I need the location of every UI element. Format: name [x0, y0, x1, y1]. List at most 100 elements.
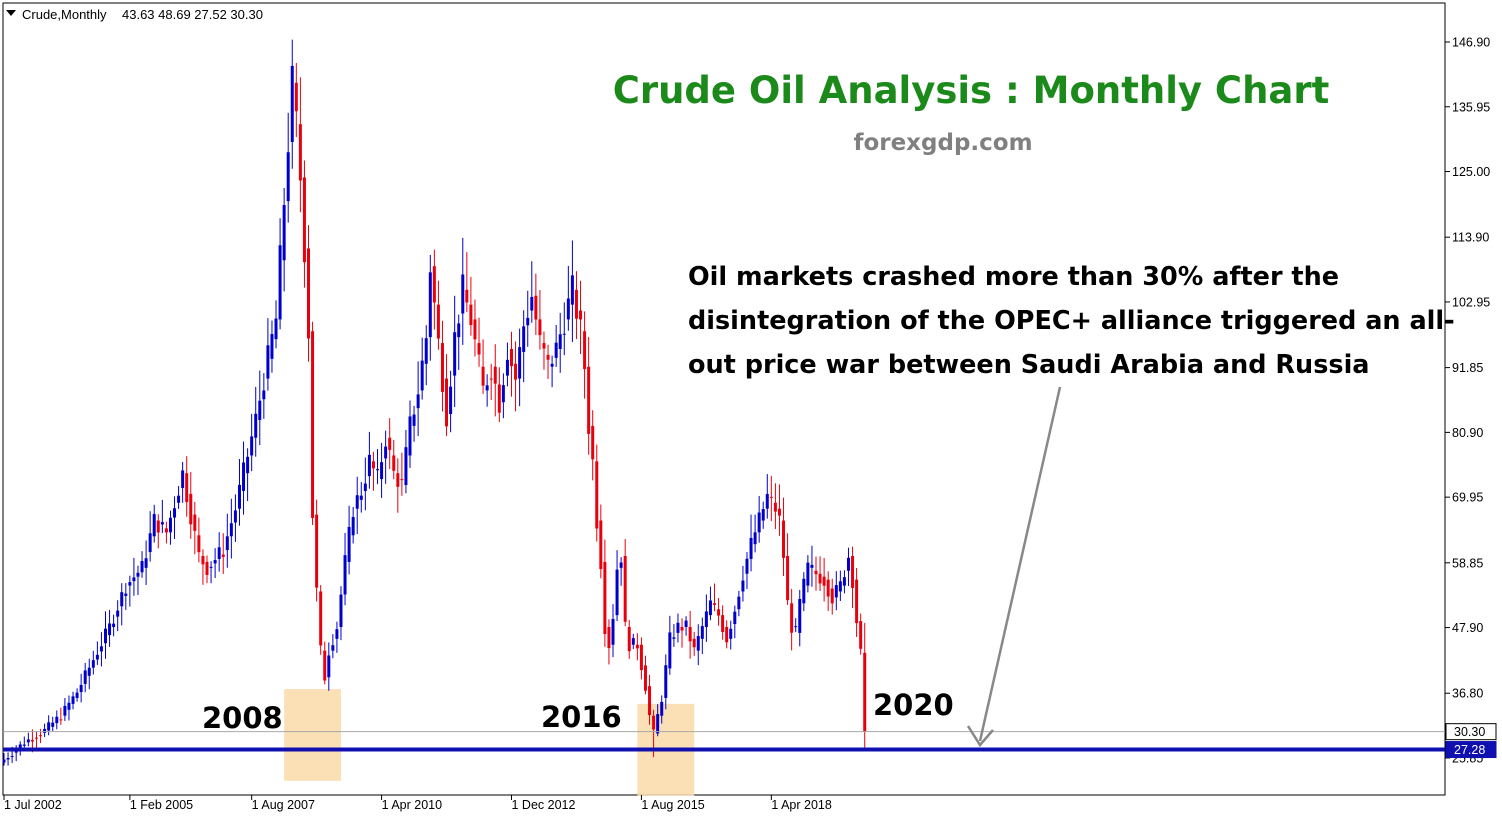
dropdown-arrow-icon[interactable] — [6, 10, 16, 16]
candle — [59, 707, 63, 725]
candle-body — [351, 517, 355, 536]
candle-body — [802, 578, 806, 604]
candle — [729, 620, 733, 650]
candle-body — [408, 416, 412, 456]
candle — [428, 255, 432, 361]
y-tick-label: 91.85 — [1452, 361, 1483, 375]
candle — [826, 571, 830, 612]
candle — [863, 622, 867, 749]
candle-body — [380, 462, 384, 480]
candle — [708, 586, 712, 621]
annotation-line-2: disintegration of the OPEC+ alliance tri… — [688, 306, 1455, 336]
candle-body — [376, 469, 380, 471]
candle-body — [22, 744, 26, 746]
candle-body — [290, 65, 294, 142]
y-tick-label: 58.85 — [1452, 556, 1483, 570]
candle — [384, 430, 388, 484]
candle — [786, 533, 790, 605]
candle-body — [262, 390, 266, 400]
candle-body — [416, 394, 420, 409]
candle-body — [615, 569, 619, 616]
candle — [713, 583, 716, 612]
x-tick-label: 1 Jul 2002 — [4, 798, 62, 812]
candle-body — [773, 502, 777, 512]
candle — [445, 354, 449, 437]
candle-body — [554, 342, 558, 358]
candle-body — [761, 509, 765, 521]
candle — [692, 631, 696, 656]
x-tick-label: 1 Dec 2012 — [512, 798, 576, 812]
candle — [26, 732, 30, 747]
candle — [416, 361, 420, 437]
candle — [550, 355, 554, 388]
candle-body — [254, 413, 258, 438]
y-tick-label: 125.00 — [1452, 165, 1490, 179]
candle — [749, 514, 753, 572]
candle-body — [591, 425, 595, 460]
candle — [518, 328, 522, 407]
candle-body — [465, 289, 469, 303]
candle — [643, 655, 647, 695]
candle-body — [205, 561, 209, 575]
candle-body — [583, 331, 587, 370]
candle — [741, 565, 745, 602]
candle — [603, 539, 607, 647]
candle — [765, 474, 769, 519]
candle — [83, 662, 87, 693]
candle-body — [355, 495, 359, 509]
current-price-tag: 30.30 — [1445, 723, 1497, 741]
candle-body — [445, 378, 449, 427]
candle — [453, 295, 457, 408]
candle-body — [786, 556, 790, 601]
candle-body — [47, 722, 51, 731]
candle-body — [566, 298, 570, 320]
candle — [315, 499, 319, 602]
candle-body — [510, 348, 513, 367]
candle — [34, 731, 38, 750]
candle — [830, 578, 834, 615]
candle-body — [489, 378, 493, 380]
candle-body — [672, 637, 676, 639]
candle-body — [432, 266, 436, 303]
candle — [201, 549, 205, 585]
candle-body — [225, 536, 229, 551]
candle — [631, 633, 635, 650]
candle-body — [769, 496, 773, 498]
candle — [473, 299, 477, 357]
candle — [197, 517, 201, 563]
candle — [737, 590, 741, 617]
candle — [619, 557, 623, 586]
candle-body — [603, 561, 607, 635]
candle — [371, 451, 375, 491]
candle-body — [457, 323, 461, 338]
candle-body — [855, 579, 859, 624]
candle — [587, 336, 591, 455]
candle-body — [424, 338, 428, 364]
candle-body — [741, 580, 745, 592]
candle — [566, 265, 570, 331]
candle — [851, 546, 855, 608]
candle-body — [189, 493, 193, 525]
candle — [501, 373, 505, 419]
candle — [160, 499, 164, 534]
candle-body — [343, 555, 347, 595]
candle — [522, 310, 526, 383]
candle-body — [546, 354, 550, 360]
candle-body — [851, 556, 855, 588]
candle — [432, 249, 436, 330]
candle — [380, 442, 384, 498]
candle-body — [173, 508, 177, 518]
candle — [355, 476, 359, 535]
y-tick-label: 113.90 — [1452, 231, 1489, 245]
candle-body — [18, 744, 22, 750]
candle-body — [704, 611, 708, 627]
candle — [136, 565, 140, 595]
candle-body — [595, 461, 599, 529]
candle-body — [367, 454, 371, 477]
candle — [599, 504, 603, 579]
candle-body — [473, 319, 477, 340]
candle — [579, 280, 583, 354]
candle — [814, 556, 818, 591]
candle — [668, 615, 672, 675]
candle — [311, 321, 315, 526]
